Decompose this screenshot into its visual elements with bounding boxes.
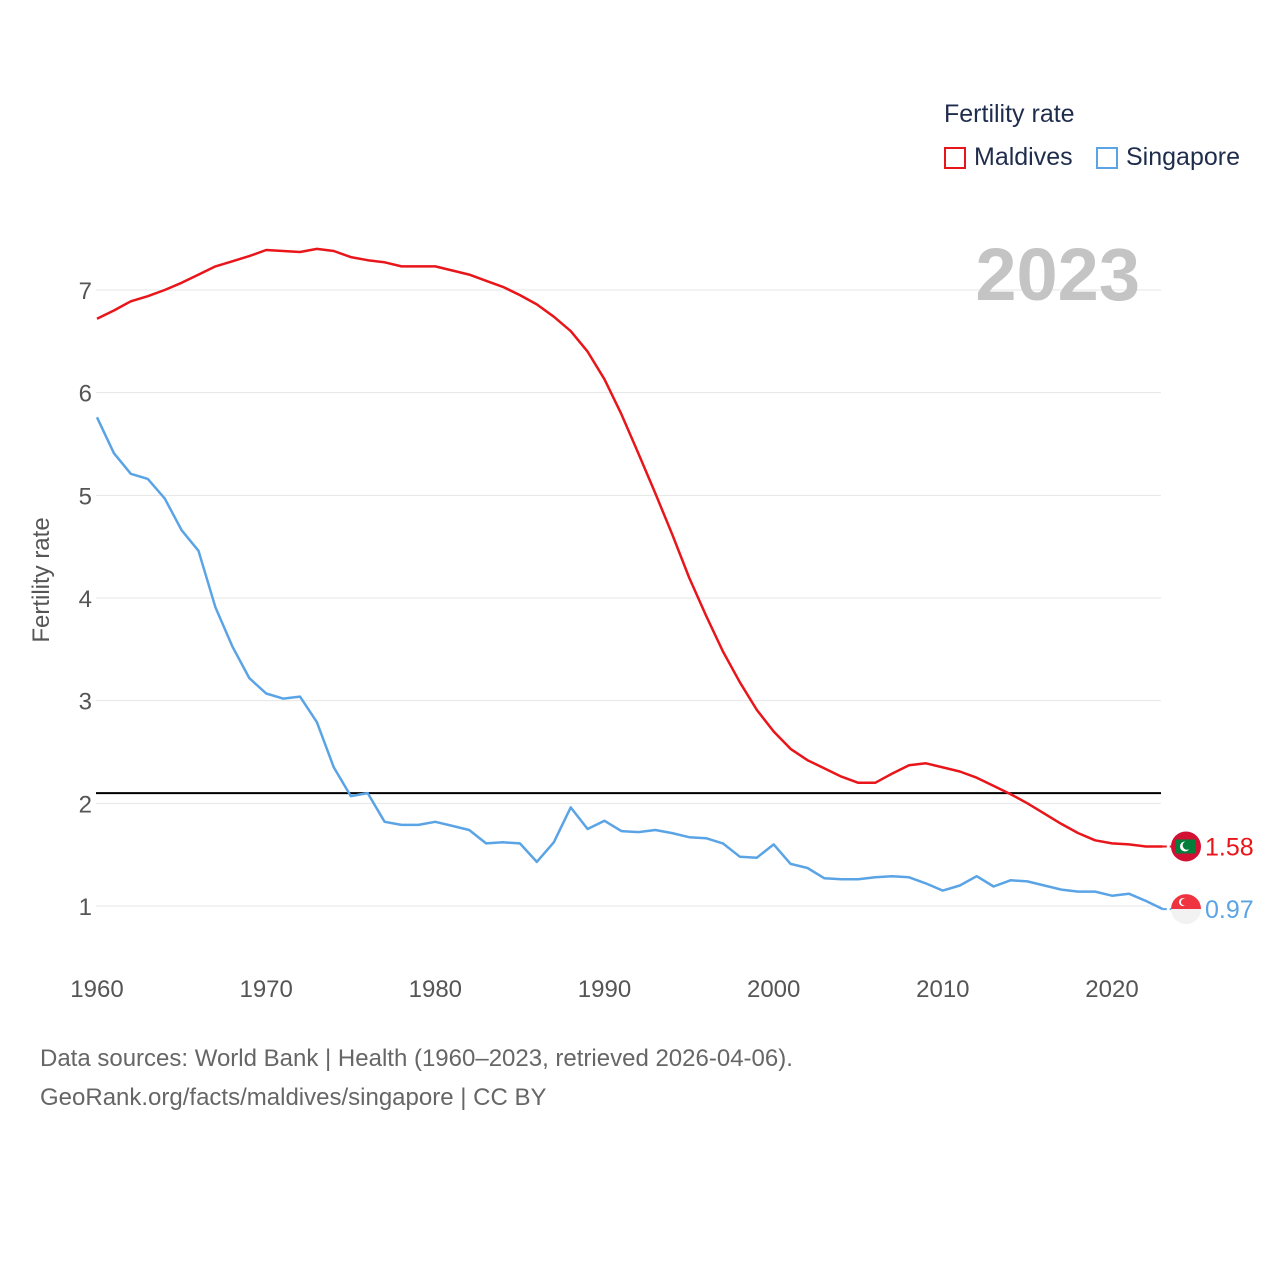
y-tick-label-1: 1 [79, 894, 92, 921]
end-markers: 1.58 0.97 [1162, 831, 1254, 925]
end-value-maldives: 1.58 [1205, 833, 1254, 861]
legend-label-singapore: Singapore [1126, 143, 1240, 171]
y-tick-label-3: 3 [79, 689, 92, 716]
legend-swatch-singapore [1096, 146, 1118, 169]
flag-singapore-icon [1171, 894, 1201, 925]
legend-item-singapore[interactable]: Singapore [1096, 143, 1240, 172]
y-tick-label-2: 2 [79, 791, 92, 818]
legend-title: Fertility rate [944, 100, 1075, 128]
legend-label-maldives: Maldives [974, 143, 1073, 171]
end-value-singapore: 0.97 [1205, 896, 1254, 924]
year-label: 2023 [975, 233, 1140, 316]
y-tick-label-4: 4 [79, 586, 92, 613]
y-tick-label-5: 5 [79, 483, 92, 510]
grid-lines [96, 289, 1161, 907]
footer-link[interactable]: GeoRank.org/facts/maldives/singapore | C… [40, 1084, 547, 1111]
series-line-maldives [96, 247, 1163, 848]
x-axis-ticks: 1960 1970 1980 1990 2000 2010 2020 [70, 976, 1138, 1003]
legend-swatch-maldives [944, 146, 966, 169]
y-axis-title: Fertility rate [28, 517, 55, 643]
series-lines [95, 247, 1164, 911]
y-tick-label-6: 6 [79, 381, 92, 408]
x-tick-label-1990: 1990 [578, 976, 631, 1003]
x-tick-label-2010: 2010 [916, 976, 969, 1003]
x-tick-label-1970: 1970 [239, 976, 292, 1003]
flag-maldives-icon [1171, 831, 1201, 862]
x-tick-label-2000: 2000 [747, 976, 800, 1003]
footer-source: Data sources: World Bank | Health (1960–… [40, 1045, 793, 1072]
x-tick-label-1960: 1960 [70, 976, 123, 1003]
legend-item-maldives[interactable]: Maldives [944, 143, 1073, 172]
series-line-singapore [95, 416, 1164, 911]
x-tick-label-1980: 1980 [409, 976, 462, 1003]
x-tick-label-2020: 2020 [1085, 976, 1138, 1003]
y-axis-ticks: 1 2 3 4 5 6 7 [79, 278, 92, 921]
y-tick-label-7: 7 [79, 278, 92, 305]
